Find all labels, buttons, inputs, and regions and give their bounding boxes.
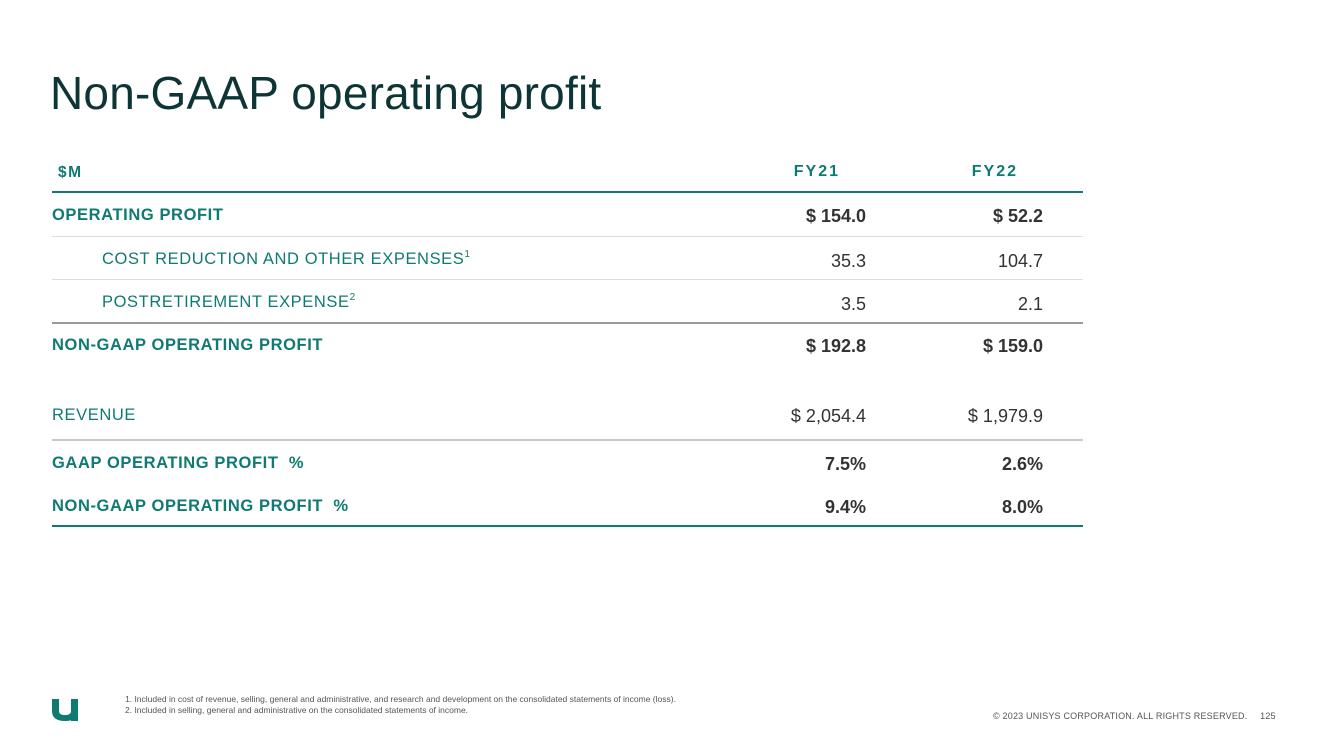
header-fy22: FY22: [971, 163, 1018, 180]
header-fy21: FY21: [793, 163, 840, 180]
row-label: COST REDUCTION AND OTHER EXPENSES: [102, 250, 465, 268]
footnote-ref-2: 2: [349, 291, 356, 303]
table-row-non-gaap-operating-profit: NON-GAAP OPERATING PROFIT $ 192.8 $ 159.…: [52, 324, 1083, 384]
unisys-u-logo-icon: [52, 699, 78, 721]
row-label: NON-GAAP OPERATING PROFIT %: [52, 497, 349, 515]
table-row-gaap-operating-profit-pct: GAAP OPERATING PROFIT % 7.5% 2.6%: [52, 441, 1083, 484]
table-header-row: $M FY21 FY22: [52, 152, 1083, 193]
row-value-fy21: $ 154.0: [805, 206, 866, 226]
row-value-fy21: 35.3: [830, 251, 866, 271]
row-label: OPERATING PROFIT: [52, 206, 224, 224]
table-row-operating-profit: OPERATING PROFIT $ 154.0 $ 52.2: [52, 193, 1083, 237]
page-number: 125: [1260, 711, 1276, 721]
table-row-cost-reduction: COST REDUCTION AND OTHER EXPENSES1 35.3 …: [52, 237, 1083, 280]
row-value-fy22: $ 1,979.9: [967, 406, 1043, 426]
table-row-postretirement: POSTRETIREMENT EXPENSE2 3.5 2.1: [52, 280, 1083, 324]
row-label: REVENUE: [52, 406, 136, 424]
row-value-fy22: 2.6%: [1001, 454, 1043, 474]
footnote-1: 1. Included in cost of revenue, selling,…: [125, 694, 676, 704]
row-value-fy22: 8.0%: [1001, 497, 1043, 517]
row-value-fy22: $ 159.0: [982, 336, 1043, 356]
row-value-fy21: $ 192.8: [805, 336, 866, 356]
row-label: GAAP OPERATING PROFIT %: [52, 454, 305, 472]
row-value-fy21: $ 2,054.4: [790, 406, 866, 426]
footnotes: 1. Included in cost of revenue, selling,…: [125, 694, 676, 716]
row-value-fy21: 7.5%: [824, 454, 866, 474]
footnote-ref-1: 1: [464, 248, 471, 260]
row-value-fy22: 104.7: [997, 251, 1043, 271]
row-value-fy21: 9.4%: [824, 497, 866, 517]
row-value-fy21: 3.5: [840, 294, 866, 314]
row-label-wrap: COST REDUCTION AND OTHER EXPENSES1: [102, 248, 471, 269]
row-value-fy22: $ 52.2: [992, 206, 1043, 226]
row-value-fy22: 2.1: [1017, 294, 1043, 314]
row-label: NON-GAAP OPERATING PROFIT: [52, 336, 324, 354]
non-gaap-operating-profit-table: $M FY21 FY22 OPERATING PROFIT $ 154.0 $ …: [52, 152, 1083, 527]
table-row-non-gaap-operating-profit-pct: NON-GAAP OPERATING PROFIT % 9.4% 8.0%: [52, 484, 1083, 527]
copyright-text: © 2023 UNISYS CORPORATION. ALL RIGHTS RE…: [993, 711, 1248, 721]
header-unit-label: $M: [58, 164, 83, 181]
copyright-footer: © 2023 UNISYS CORPORATION. ALL RIGHTS RE…: [993, 711, 1276, 721]
page-title: Non-GAAP operating profit: [50, 67, 602, 119]
row-label: POSTRETIREMENT EXPENSE: [102, 293, 350, 311]
row-label-wrap: POSTRETIREMENT EXPENSE2: [102, 291, 356, 312]
footnote-2: 2. Included in selling, general and admi…: [125, 705, 469, 715]
table-row-revenue: REVENUE $ 2,054.4 $ 1,979.9: [52, 384, 1083, 441]
